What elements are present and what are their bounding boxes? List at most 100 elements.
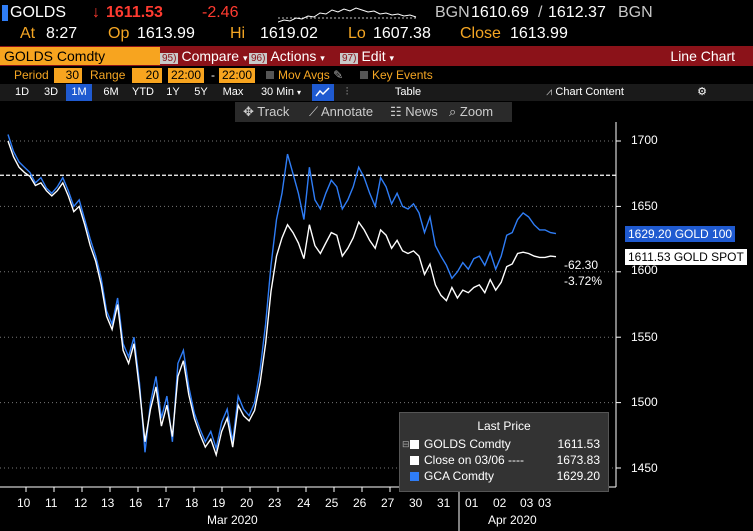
edit-menu[interactable]: 97) Edit ▾ — [340, 47, 394, 65]
y-tick-label: 1650 — [631, 199, 658, 213]
close-label: Close — [460, 25, 501, 42]
legend-value: 1629.20 — [556, 469, 600, 483]
bar-chart-icon[interactable]: ⫶ — [345, 86, 349, 98]
y-tick-label: 1450 — [631, 461, 658, 475]
compare-label: Compare — [181, 48, 240, 64]
x-tick-label: 13 — [101, 496, 115, 510]
legend-toggle-icon: ⊟ — [402, 439, 410, 449]
actions-menu[interactable]: 96) Actions ▾ — [249, 47, 325, 65]
chart-content-button[interactable]: ⩘ Chart Content — [535, 84, 635, 101]
range-label: Range — [90, 68, 126, 82]
x-tick-label: 01 — [465, 496, 479, 510]
range-input[interactable]: 20 — [132, 68, 162, 83]
table-button[interactable]: Table — [394, 86, 422, 98]
zoom-label: Zoom — [459, 104, 494, 119]
legend-swatch — [410, 440, 419, 449]
legend-panel[interactable]: Last Price ⊟ GOLDS Comdty 1611.53 Close … — [399, 412, 609, 492]
x-group-label-mar: Mar 2020 — [207, 513, 258, 527]
range-3d-button[interactable]: 3D — [43, 86, 59, 98]
bid-ask-separator: / — [538, 4, 543, 21]
range-value: 20 — [132, 68, 162, 83]
range-1d-button[interactable]: 1D — [14, 86, 30, 98]
magnifier-icon: ⌕ — [449, 104, 457, 119]
range-max-button[interactable]: Max — [222, 86, 244, 98]
x-tick-label: 12 — [74, 496, 88, 510]
interval-dropdown[interactable]: 30 Min ▾ — [253, 84, 309, 101]
zoom-tool[interactable]: ⌕ Zoom — [449, 102, 493, 122]
x-tick-label: 18 — [185, 496, 199, 510]
crosshair-icon: ✥ — [243, 104, 254, 119]
track-tool[interactable]: ✥ Track — [243, 102, 289, 122]
end-time: 22:00 — [219, 68, 256, 83]
down-arrow-icon: ↓ — [92, 4, 100, 21]
gear-icon[interactable]: ⚙ — [697, 86, 707, 98]
ticker-symbol[interactable]: GOLDS — [10, 4, 67, 21]
y-tick-label: 1550 — [631, 330, 658, 344]
legend-swatch — [410, 472, 419, 481]
legend-swatch — [410, 456, 419, 465]
track-label: Track — [257, 104, 290, 119]
chevron-down-icon: ▾ — [242, 53, 248, 63]
chart-type-label[interactable]: Line Chart — [670, 48, 735, 64]
actions-number: 96) — [249, 53, 268, 64]
timeframe-bar: 1D 3D 1M 6M YTD 1Y 5Y Max 30 Min ▾ ⫶ Tab… — [0, 84, 753, 101]
open-value: 1613.99 — [137, 25, 195, 42]
range-1y-button[interactable]: 1Y — [166, 86, 180, 98]
chevron-down-icon: ▾ — [320, 53, 325, 63]
x-tick-label: 27 — [381, 496, 395, 510]
period-value: 30 — [54, 68, 82, 83]
x-tick-label: 17 — [157, 496, 171, 510]
period-input[interactable]: 30 — [54, 68, 82, 83]
checkbox-icon — [266, 71, 274, 79]
chart-content-label: Chart Content — [555, 86, 624, 98]
sparkline — [278, 7, 418, 23]
compare-number: 95) — [160, 53, 179, 64]
interval-value: 30 Min — [260, 86, 294, 98]
x-tick-label: 20 — [240, 496, 254, 510]
range-6m-button[interactable]: 6M — [103, 86, 119, 98]
x-tick-label: 10 — [17, 496, 31, 510]
key-events-toggle[interactable]: Key Events — [360, 68, 433, 83]
range-1m-button[interactable]: 1M — [66, 84, 92, 101]
y-tick-label: 1600 — [631, 263, 658, 277]
high-value: 1619.02 — [260, 25, 318, 42]
start-time: 22:00 — [168, 68, 205, 83]
last-price: 1611.53 — [106, 4, 163, 21]
start-time-input[interactable]: 22:00 — [168, 68, 205, 83]
open-label: Op — [108, 25, 130, 42]
x-tick-label: 25 — [325, 496, 339, 510]
range-ytd-button[interactable]: YTD — [132, 86, 154, 98]
x-tick-label: 30 — [409, 496, 423, 510]
x-tick-label: 02 — [493, 496, 507, 510]
range-5y-button[interactable]: 5Y — [194, 86, 208, 98]
security-field[interactable]: GOLDS Comdty — [0, 47, 160, 65]
news-tool[interactable]: ☷ News — [390, 102, 438, 122]
function-toolbar — [0, 46, 753, 66]
annotate-icon: ⟋ — [309, 104, 319, 119]
low-value: 1607.38 — [373, 25, 431, 42]
x-tick-label: 03 — [538, 496, 552, 510]
series-line-gca-comdty — [7, 134, 557, 453]
mov-avgs-toggle[interactable]: Mov Avgs ✎ — [266, 68, 343, 83]
legend-label: GCA Comdty — [424, 469, 495, 483]
x-tick-label: 11 — [45, 496, 58, 510]
period-label: Period — [14, 68, 49, 82]
pencil-icon: ✎ — [333, 68, 344, 82]
compare-menu[interactable]: 95) Compare ▾ — [160, 47, 247, 65]
x-group-label-apr: Apr 2020 — [488, 513, 537, 527]
edit-label: Edit — [361, 48, 386, 64]
chart-tools-bar: ✥ Track ⟋ Annotate ☷ News ⌕ Zoom — [235, 102, 512, 122]
x-tick-label: 26 — [353, 496, 367, 510]
end-time-input[interactable]: 22:00 — [219, 68, 256, 83]
line-chart-icon[interactable] — [312, 84, 334, 101]
change-absolute: -62.30 — [564, 258, 599, 272]
series-line-golds-comdty — [7, 140, 557, 458]
x-tick-label: 16 — [129, 496, 143, 510]
annotate-tool[interactable]: ⟋ Annotate — [309, 102, 373, 122]
legend-label: Close on 03/06 ---- — [424, 453, 525, 467]
gca-price-tag: 1629.20 GOLD 100 — [625, 226, 736, 242]
edit-number: 97) — [340, 53, 359, 64]
golds-price-tag: 1611.53 GOLD SPOT — [625, 249, 747, 265]
x-tick-label: 19 — [212, 496, 226, 510]
actions-label: Actions — [270, 48, 317, 64]
